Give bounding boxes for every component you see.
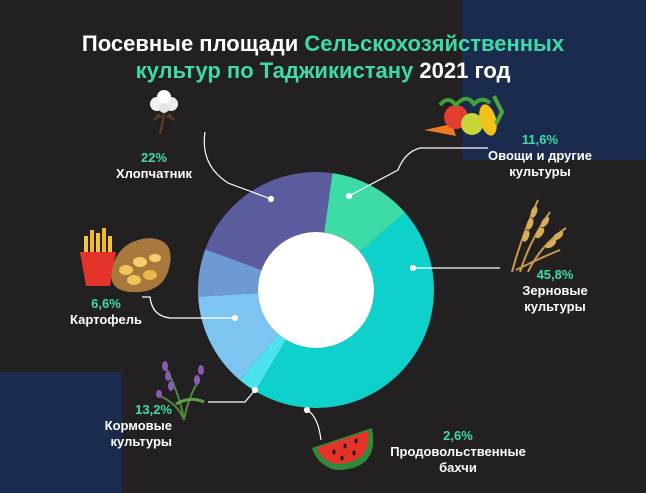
label-vegetables: 11,6% Овощи и другие культуры — [470, 132, 610, 180]
cotton-icon — [150, 90, 178, 135]
leader-dot — [267, 195, 275, 203]
title-part-3: культур по Таджикистану — [135, 58, 414, 83]
leader-dot — [251, 386, 259, 394]
label-potato-percent: 6,6% — [91, 296, 121, 311]
leader-lines — [142, 131, 500, 441]
label-cotton: 22% Хлопчатник — [98, 150, 210, 182]
label-potato: 6,6% Картофель — [56, 296, 156, 328]
donut-slice — [205, 171, 333, 270]
label-cotton-percent: 22% — [140, 150, 168, 165]
donut-hole — [258, 232, 374, 348]
donut-slice — [324, 173, 406, 252]
background-panel — [0, 372, 122, 493]
vegetables-icon — [424, 95, 505, 136]
donut-slice — [239, 334, 287, 392]
leader-line-cotton — [203, 131, 272, 200]
donut-slice — [198, 293, 279, 381]
chart-title: Посевные площади Сельскохозяйственных ку… — [0, 30, 646, 84]
leader-dot — [231, 314, 239, 322]
leader-line-vegetables — [348, 147, 488, 197]
label-fodder-percent: 13,2% — [135, 402, 172, 417]
donut-slice — [198, 249, 262, 297]
leader-dot — [303, 406, 311, 414]
watermelon-icon — [312, 428, 374, 470]
label-potato-name: Картофель — [70, 312, 142, 327]
label-vegetables-percent: 11,6% — [521, 132, 559, 147]
label-melons-name: Продовольственные бахчи — [390, 444, 526, 475]
label-melons: 2,6% Продовольственные бахчи — [378, 428, 538, 476]
leader-line-fodder — [208, 389, 256, 403]
label-grain: 45,8% Зерновые культуры — [500, 267, 610, 315]
label-grain-name: Зерновые культуры — [522, 283, 588, 314]
leader-line-melons — [306, 409, 322, 441]
donut-slice — [255, 212, 434, 409]
leader-line-potato — [142, 296, 235, 319]
donut-slices — [198, 171, 434, 409]
label-vegetables-name: Овощи и другие культуры — [488, 148, 592, 179]
label-melons-percent: 2,6% — [443, 428, 473, 443]
label-fodder: 13,2% Кормовые культуры — [60, 402, 172, 450]
leader-dot — [345, 192, 353, 200]
lavender-icon — [156, 361, 205, 421]
leader-dot — [409, 264, 417, 272]
title-part-1: Посевные площади — [81, 31, 299, 56]
label-cotton-name: Хлопчатник — [115, 166, 193, 181]
title-part-4: 2021 год — [419, 58, 511, 83]
potato-fries-icon — [80, 228, 171, 293]
title-part-2: Сельскохозяйственных — [304, 31, 565, 56]
wheat-icon — [511, 199, 567, 273]
label-fodder-name: Кормовые культуры — [104, 418, 172, 449]
label-grain-percent: 45,8% — [536, 267, 574, 282]
